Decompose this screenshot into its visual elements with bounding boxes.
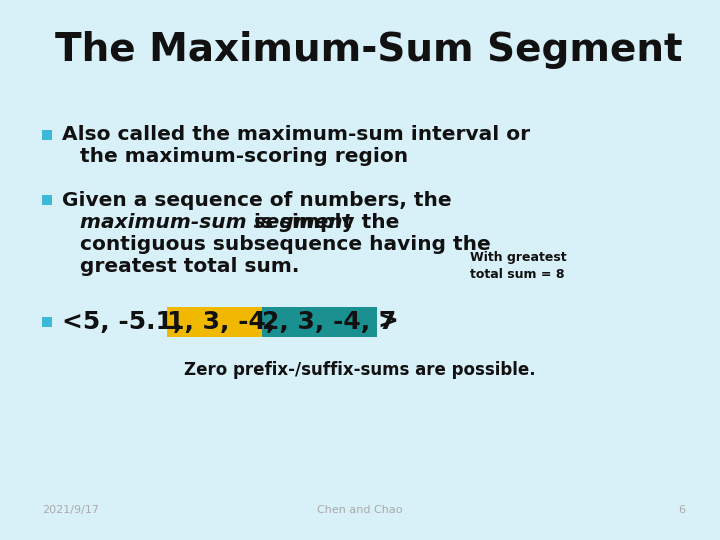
Text: contiguous subsequence having the: contiguous subsequence having the xyxy=(80,234,491,253)
Text: Also called the maximum-sum interval or: Also called the maximum-sum interval or xyxy=(62,125,530,145)
Text: maximum-sum segment: maximum-sum segment xyxy=(80,213,352,232)
Bar xyxy=(42,317,52,327)
Text: greatest total sum.: greatest total sum. xyxy=(80,256,300,275)
Text: total sum = 8: total sum = 8 xyxy=(470,267,564,280)
Text: >: > xyxy=(377,310,398,334)
Text: 1, 3, -4,: 1, 3, -4, xyxy=(167,310,275,334)
Text: Chen and Chao: Chen and Chao xyxy=(318,505,402,515)
Text: is simply the: is simply the xyxy=(247,213,400,232)
Text: the maximum-scoring region: the maximum-scoring region xyxy=(80,147,408,166)
Bar xyxy=(42,195,52,205)
Bar xyxy=(261,307,377,337)
Text: Zero prefix-/suffix-sums are possible.: Zero prefix-/suffix-sums are possible. xyxy=(184,361,536,379)
Text: <5, -5.1,: <5, -5.1, xyxy=(62,310,191,334)
Text: 2021/9/17: 2021/9/17 xyxy=(42,505,99,515)
Text: With greatest: With greatest xyxy=(470,252,567,265)
Text: 2, 3, -4, 7: 2, 3, -4, 7 xyxy=(261,310,396,334)
Bar xyxy=(167,307,261,337)
Text: The Maximum-Sum Segment: The Maximum-Sum Segment xyxy=(55,31,683,69)
Text: 6: 6 xyxy=(678,505,685,515)
Text: Given a sequence of numbers, the: Given a sequence of numbers, the xyxy=(62,191,451,210)
Bar xyxy=(42,130,52,140)
